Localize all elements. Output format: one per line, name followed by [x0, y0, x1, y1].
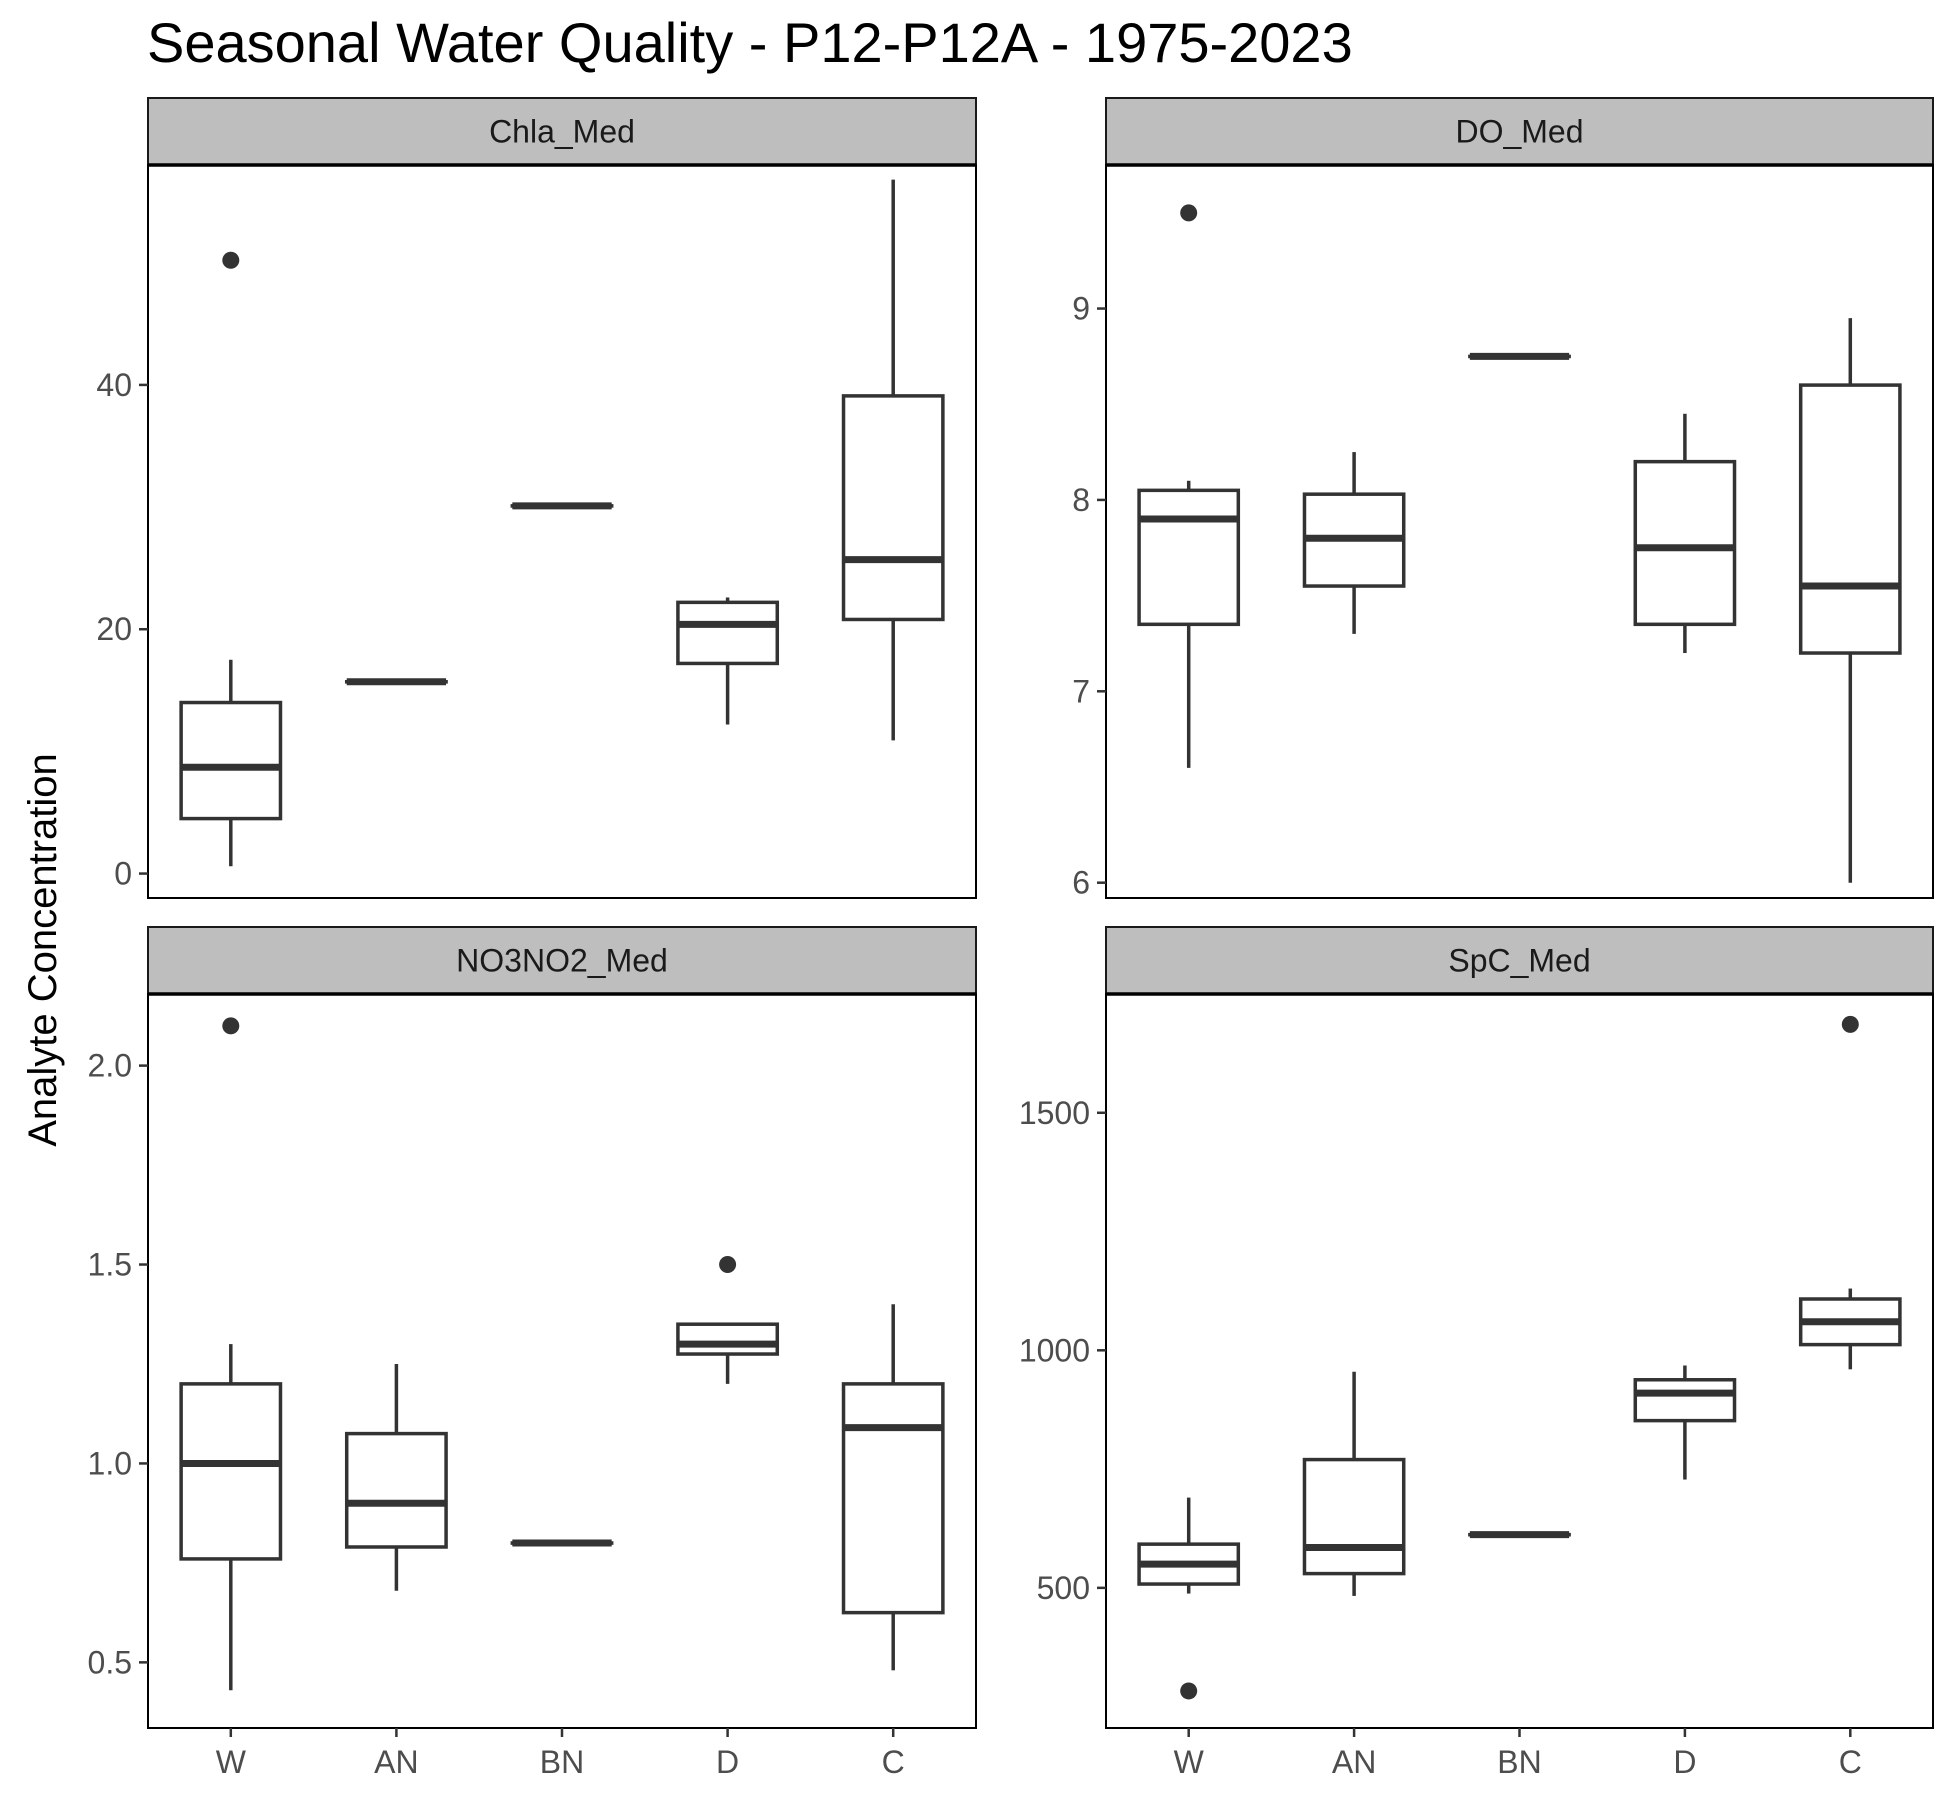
- x-tick-label: W: [216, 1744, 247, 1780]
- y-tick-label: 500: [1037, 1570, 1090, 1606]
- y-tick-label: 40: [96, 367, 132, 403]
- box-iqr: [844, 396, 943, 620]
- y-tick-label: 20: [96, 611, 132, 647]
- box-iqr: [844, 1384, 943, 1613]
- y-tick-label: 9: [1072, 291, 1090, 327]
- x-tick-label: D: [1673, 1744, 1696, 1780]
- panel-strip-label: Chla_Med: [489, 114, 635, 150]
- box-iqr: [1139, 490, 1238, 624]
- panel-no3no2-med: NO3NO2_Med 0.5 1.0 1.5 2.0 W AN BN D C: [88, 927, 976, 1780]
- y-tick-label: 7: [1072, 673, 1090, 709]
- y-tick-label: 0.5: [88, 1644, 132, 1680]
- panel-strip-label: DO_Med: [1455, 114, 1583, 150]
- y-tick-label: 1.0: [88, 1445, 132, 1481]
- box-iqr: [678, 602, 777, 663]
- y-tick-label: 1000: [1019, 1332, 1090, 1368]
- x-tick-label: C: [882, 1744, 905, 1780]
- y-tick-label: 1.5: [88, 1247, 132, 1283]
- y-tick-label: 6: [1072, 865, 1090, 901]
- outlier-point: [1180, 204, 1197, 221]
- y-tick-label: 2.0: [88, 1048, 132, 1084]
- box-iqr: [1801, 385, 1900, 653]
- y-tick-label: 8: [1072, 482, 1090, 518]
- chart-title: Seasonal Water Quality - P12-P12A - 1975…: [147, 11, 1353, 74]
- y-tick-label: 1500: [1019, 1095, 1090, 1131]
- outlier-point: [1842, 1016, 1859, 1033]
- panel-spc-med: SpC_Med 500 1000 1500 W AN BN D C: [1019, 927, 1933, 1780]
- box-iqr: [347, 1434, 446, 1547]
- x-tick-label: BN: [540, 1744, 584, 1780]
- panel-strip-label: NO3NO2_Med: [456, 943, 668, 979]
- facet-panels: Chla_Med 0 20 40 DO_Med 6 7 8 9 NO3NO2_Med 0.5 1.0 1…: [88, 98, 1933, 1780]
- panel-frame: [148, 994, 976, 1728]
- x-tick-label: BN: [1497, 1744, 1541, 1780]
- panel-chla-med: Chla_Med 0 20 40: [96, 98, 976, 898]
- x-tick-label: C: [1839, 1744, 1862, 1780]
- box-iqr: [181, 703, 280, 819]
- box-iqr: [1304, 1460, 1403, 1574]
- panel-do-med: DO_Med 6 7 8 9: [1072, 98, 1933, 901]
- x-tick-label: AN: [1332, 1744, 1376, 1780]
- outlier-point: [1180, 1682, 1197, 1699]
- x-tick-label: D: [716, 1744, 739, 1780]
- box-iqr: [1635, 1380, 1734, 1421]
- outlier-point: [719, 1256, 736, 1273]
- outlier-point: [222, 1017, 239, 1034]
- panel-frame: [1106, 994, 1933, 1728]
- x-tick-label: AN: [374, 1744, 418, 1780]
- box-iqr: [181, 1384, 280, 1559]
- x-tick-label: W: [1174, 1744, 1205, 1780]
- box-iqr: [1635, 462, 1734, 625]
- panel-strip-label: SpC_Med: [1448, 943, 1590, 979]
- y-axis-label: Analyte Concentration: [21, 753, 65, 1147]
- box-iqr: [678, 1324, 777, 1354]
- outlier-point: [222, 252, 239, 269]
- y-tick-label: 0: [114, 856, 132, 892]
